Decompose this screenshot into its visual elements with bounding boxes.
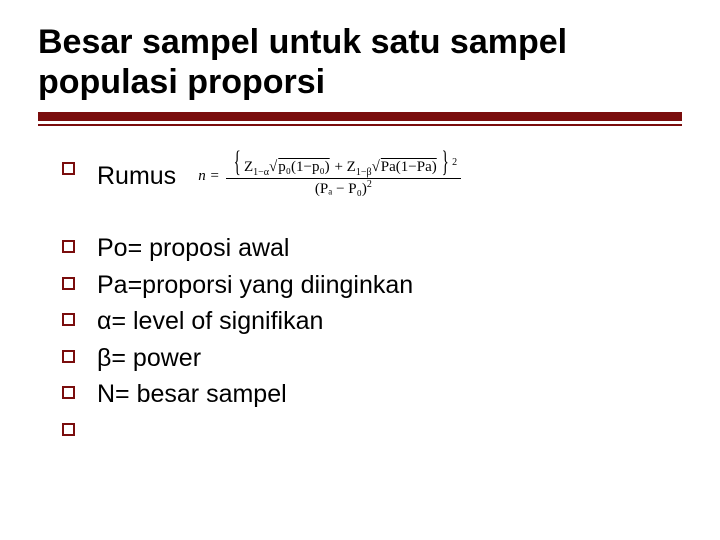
po-text: Po= proposi awal (97, 232, 289, 265)
bullet-icon (62, 240, 75, 253)
pa-text: Pa=proporsi yang diinginkan (97, 269, 413, 302)
divider-thick (38, 112, 682, 121)
bullet-icon (62, 386, 75, 399)
list-item: Pa=proporsi yang diinginkan (62, 269, 682, 302)
list-item: β= power (62, 342, 682, 375)
rumus-label: Rumus (97, 160, 176, 193)
list-item (62, 415, 682, 445)
formula: n = {Z1−α√p₀(1−p₀) + Z1−β√Pa(1−Pa)}2 (Pₐ… (198, 154, 461, 198)
n-text: N= besar sampel (97, 378, 287, 411)
divider-thin (38, 124, 682, 126)
bullet-icon (62, 277, 75, 290)
bullet-icon (62, 350, 75, 363)
slide-title: Besar sampel untuk satu sampel populasi … (38, 22, 682, 102)
list-item: N= besar sampel (62, 378, 682, 411)
bullet-icon (62, 162, 75, 175)
content-area: Rumus n = {Z1−α√p₀(1−p₀) + Z1−β√Pa(1−Pa)… (38, 154, 682, 445)
bullet-icon (62, 313, 75, 326)
bullet-icon (62, 423, 75, 436)
list-item: Rumus n = {Z1−α√p₀(1−p₀) + Z1−β√Pa(1−Pa)… (62, 154, 682, 198)
alpha-text: α= level of signifikan (97, 305, 323, 338)
list-item: α= level of signifikan (62, 305, 682, 338)
beta-text: β= power (97, 342, 201, 375)
list-item: Po= proposi awal (62, 232, 682, 265)
